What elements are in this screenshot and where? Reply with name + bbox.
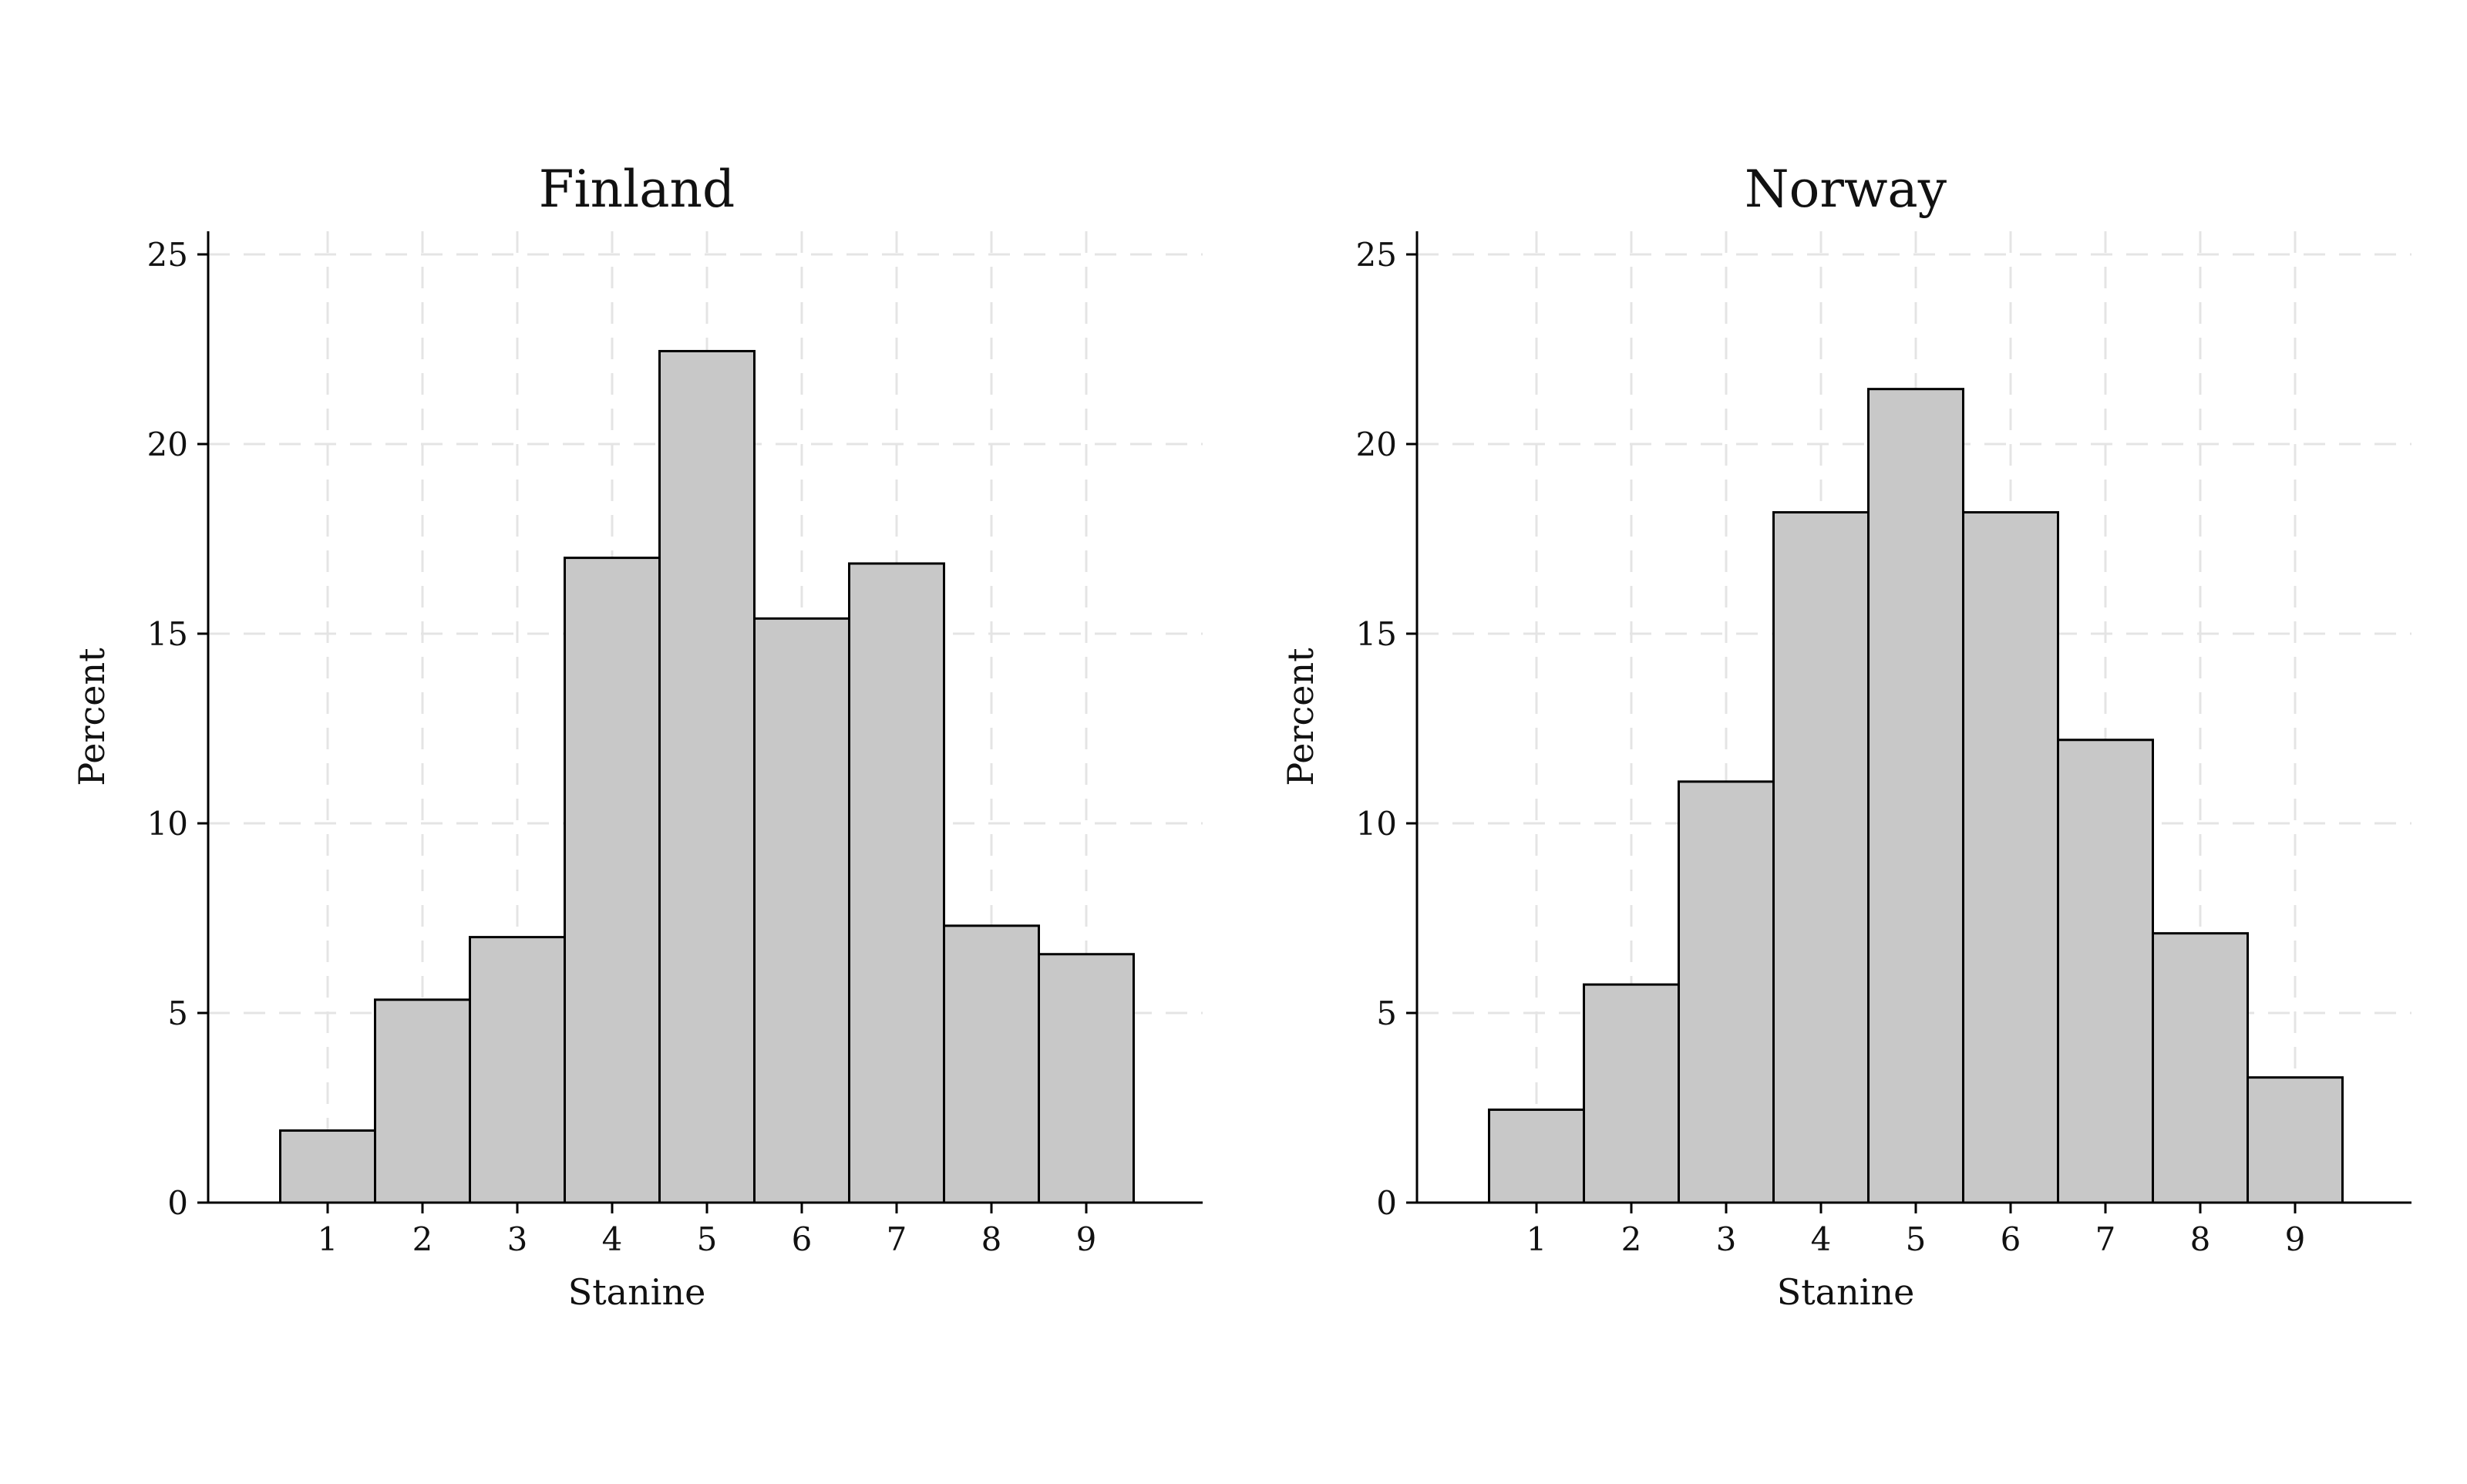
panel-2-y-axis-label: Percent (1280, 648, 1321, 786)
panel-1-bar-2 (374, 998, 471, 1204)
panel-2-bars (1488, 388, 2344, 1204)
panel-1-ytick-label-5: 5 (167, 994, 188, 1032)
panel-1-ytick-label-15: 15 (147, 615, 188, 653)
panel-1-bar-4 (564, 557, 661, 1204)
panel-2-xtick-label-4: 4 (1811, 1220, 1832, 1258)
panel-1-ytick-label-0: 0 (167, 1184, 188, 1222)
panel-2-xtick-label-3: 3 (1716, 1220, 1737, 1258)
panel-2-bar-2 (1583, 983, 1680, 1204)
panel-2-bar-8 (2152, 932, 2249, 1204)
panel-1-bar-7 (848, 562, 945, 1204)
panel-1-xtick-label-4: 4 (602, 1220, 623, 1258)
panel-2-bar-1 (1488, 1108, 1585, 1204)
panel-1-ytick-label-10: 10 (147, 805, 188, 843)
panel-2-title: Norway (1745, 160, 1947, 219)
panel-1-xtick-label-6: 6 (792, 1220, 813, 1258)
panel-2: 0 5 10 15 20 25 1 2 3 4 5 6 7 8 9 Stanine Percent Norway (1280, 160, 2411, 1313)
panel-1-ytick-label-20: 20 (147, 426, 188, 463)
panel-1-ytick-label-25: 25 (147, 236, 188, 274)
panel-1-title: Finland (539, 160, 735, 219)
panel-1-bar-9 (1038, 953, 1135, 1204)
panel-1-bar-1 (279, 1129, 376, 1204)
panel-1-xtick-label-3: 3 (507, 1220, 528, 1258)
panel-2-bar-6 (1962, 511, 2059, 1204)
panel-1-bar-3 (469, 936, 566, 1204)
panel-1-xtick-label-8: 8 (981, 1220, 1002, 1258)
panel-1-xtick-label-7: 7 (887, 1220, 907, 1258)
panel-2-bar-4 (1772, 511, 1870, 1204)
panel-2-ytick-label-10: 10 (1356, 805, 1397, 843)
panel-1-bar-6 (753, 617, 850, 1204)
panel-2-ytick-label-5: 5 (1376, 994, 1397, 1032)
panel-1-y-axis-label: Percent (71, 648, 113, 786)
panel-2-xtick-label-6: 6 (2001, 1220, 2021, 1258)
panel-2-xtick-label-7: 7 (2095, 1220, 2116, 1258)
panel-2-bar-9 (2247, 1076, 2344, 1204)
panel-2-ytick-label-0: 0 (1376, 1184, 1397, 1222)
panel-1-bar-8 (943, 924, 1040, 1204)
panel-2-xtick-label-9: 9 (2285, 1220, 2306, 1258)
panel-2-bar-3 (1678, 780, 1775, 1204)
panel-2-xtick-label-8: 8 (2190, 1220, 2211, 1258)
panel-2-xtick-label-5: 5 (1906, 1220, 1927, 1258)
panel-1-xtick-label-2: 2 (412, 1220, 433, 1258)
panel-2-xtick-label-1: 1 (1526, 1220, 1547, 1258)
panel-1-xtick-label-9: 9 (1076, 1220, 1097, 1258)
panel-1-bars (279, 349, 1135, 1204)
panel-2-bar-7 (2057, 739, 2154, 1204)
panel-2-ytick-label-20: 20 (1356, 426, 1397, 463)
panel-1-x-axis-label: Stanine (568, 1271, 706, 1313)
panel-1: 0 5 10 15 20 25 1 2 3 4 5 6 7 8 9 Stanine Percent Finland (71, 160, 1203, 1313)
panel-2-x-axis-label: Stanine (1777, 1271, 1915, 1313)
panel-1-xtick-label-5: 5 (697, 1220, 718, 1258)
panel-1-xtick-label-1: 1 (318, 1220, 338, 1258)
panel-2-ytick-label-25: 25 (1356, 236, 1397, 274)
panel-2-ytick-label-15: 15 (1356, 615, 1397, 653)
panel-2-xtick-label-2: 2 (1621, 1220, 1642, 1258)
panel-1-bar-5 (658, 349, 756, 1204)
panel-2-bar-5 (1867, 388, 1964, 1204)
